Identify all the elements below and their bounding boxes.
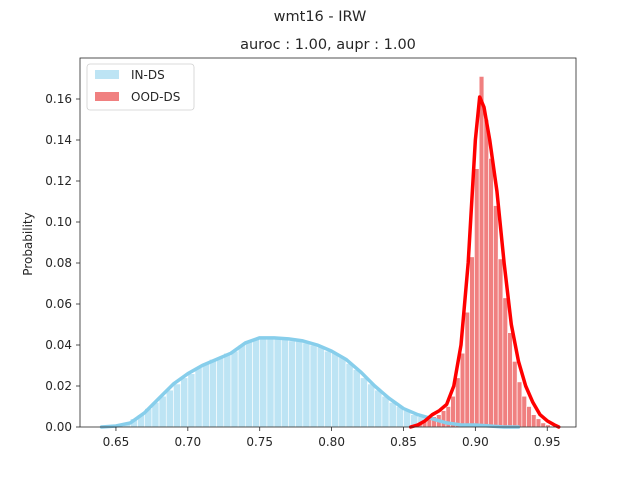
ood-ds-bar [459, 352, 466, 428]
in-ds-bar [338, 356, 347, 428]
in-ds-bar [237, 344, 246, 428]
ood-ds-bar [540, 422, 546, 428]
in-ds-bar [316, 346, 325, 428]
y-tick-label: 0.04 [45, 338, 72, 352]
in-ds-bar [295, 340, 304, 428]
y-tick-label: 0.14 [45, 133, 72, 147]
legend-label-in-ds: IN-DS [131, 68, 165, 82]
ood-ds-bar [502, 297, 508, 428]
y-axis-label: Probability [21, 212, 35, 275]
in-ds-histogram [115, 336, 498, 428]
in-ds-bar [360, 377, 368, 428]
in-ds-bar [374, 389, 383, 428]
x-tick-label: 0.70 [174, 435, 201, 449]
in-ds-bar [245, 340, 253, 428]
x-tick-label: 0.95 [534, 435, 561, 449]
ood-ds-bar [535, 418, 542, 428]
x-tick-label: 0.75 [246, 435, 273, 449]
legend-swatch-ood-ds [95, 92, 119, 101]
in-ds-bar [345, 363, 354, 428]
y-axis-ticks: 0.00 0.02 0.04 0.06 0.08 0.10 0.12 0.14 0.16 [45, 92, 80, 434]
ood-ds-bar [483, 119, 489, 428]
x-axis-ticks: 0.65 0.70 0.75 0.80 0.85 0.90 0.95 [103, 427, 561, 449]
ood-ds-bar [474, 168, 480, 428]
ood-ds-kde-line [408, 95, 561, 429]
chart-title: wmt16 - IRW [274, 9, 367, 25]
kde-curves [99, 95, 561, 429]
y-tick-label: 0.16 [45, 92, 72, 106]
in-ds-bar [288, 340, 296, 428]
x-tick-label: 0.85 [390, 435, 417, 449]
in-ds-bar [367, 383, 376, 428]
in-ds-bar [302, 342, 311, 428]
ood-ds-bar [493, 205, 499, 428]
ood-ds-bar [464, 311, 470, 428]
ood-ds-histogram [412, 76, 551, 428]
ood-ds-bar [497, 258, 504, 428]
y-tick-label: 0.12 [45, 174, 72, 188]
ood-ds-bar [526, 406, 532, 428]
in-ds-bar [388, 402, 397, 428]
in-ds-bar [309, 344, 318, 428]
in-ds-bar [259, 338, 268, 428]
in-ds-bar [381, 395, 390, 428]
y-tick-label: 0.06 [45, 297, 72, 311]
in-ds-bar [230, 350, 239, 428]
in-ds-bar [173, 383, 181, 428]
in-ds-bar [280, 338, 289, 428]
in-ds-bar [331, 352, 340, 428]
ood-ds-bar [512, 361, 518, 428]
in-ds-bar [180, 377, 189, 428]
ood-ds-bar [469, 256, 475, 428]
y-tick-label: 0.08 [45, 256, 72, 270]
x-tick-label: 0.80 [318, 435, 345, 449]
in-ds-bar [158, 395, 167, 428]
ood-ds-bar [531, 414, 537, 428]
ood-ds-bar [440, 410, 447, 428]
y-tick-label: 0.00 [45, 420, 72, 434]
y-tick-label: 0.10 [45, 215, 72, 229]
ood-ds-bar [521, 395, 527, 428]
ood-ds-bar [455, 377, 461, 428]
in-ds-bar [252, 338, 261, 428]
in-ds-bar [216, 356, 225, 428]
legend: IN-DS OOD-DS [86, 63, 195, 111]
y-tick-label: 0.02 [45, 379, 72, 393]
in-ds-kde-line [99, 336, 521, 429]
in-ds-bar [209, 359, 217, 428]
legend-swatch-in-ds [95, 70, 119, 79]
in-ds-bar [194, 367, 203, 428]
x-tick-label: 0.65 [103, 435, 130, 449]
ood-ds-bar [507, 332, 513, 428]
x-tick-label: 0.90 [462, 435, 489, 449]
ood-ds-bar [488, 158, 494, 428]
in-ds-bar [352, 369, 361, 428]
in-ds-bar [266, 336, 275, 428]
ood-ds-bar [478, 76, 485, 428]
in-ds-bar [223, 352, 232, 428]
legend-label-ood-ds: OOD-DS [131, 90, 180, 104]
ood-ds-bar [516, 381, 523, 428]
in-ds-bar [201, 363, 210, 428]
chart-subtitle: auroc : 1.00, aupr : 1.00 [240, 37, 416, 53]
plot-frame [79, 57, 577, 428]
in-ds-bar [324, 350, 332, 428]
in-ds-bar [187, 373, 196, 428]
in-ds-bar [273, 338, 282, 428]
in-ds-bar [165, 389, 174, 428]
